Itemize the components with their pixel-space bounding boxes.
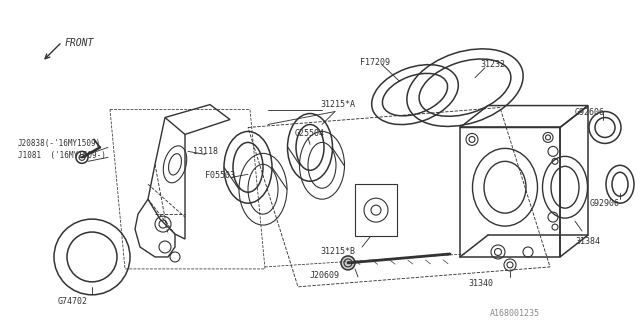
Text: G92906: G92906 [590, 199, 620, 208]
Text: 31340: 31340 [468, 279, 493, 288]
Text: 31215*B: 31215*B [320, 247, 355, 256]
Text: G92606: G92606 [575, 108, 605, 116]
Text: J20838(-'16MY1509): J20838(-'16MY1509) [18, 140, 101, 148]
Text: 13118: 13118 [193, 148, 218, 156]
Text: F17209: F17209 [360, 58, 390, 67]
Text: G74702: G74702 [58, 297, 88, 306]
Text: J1081  ('16MY1509-): J1081 ('16MY1509-) [18, 151, 106, 160]
Text: F05503: F05503 [205, 171, 235, 180]
Text: 31384: 31384 [575, 237, 600, 246]
Text: 31232: 31232 [480, 60, 505, 69]
Text: FRONT: FRONT [65, 38, 94, 48]
Text: 31215*A: 31215*A [320, 100, 355, 108]
Text: G25504: G25504 [295, 130, 325, 139]
Circle shape [341, 256, 355, 270]
Text: J20609: J20609 [310, 271, 340, 280]
Text: A168001235: A168001235 [490, 309, 540, 318]
